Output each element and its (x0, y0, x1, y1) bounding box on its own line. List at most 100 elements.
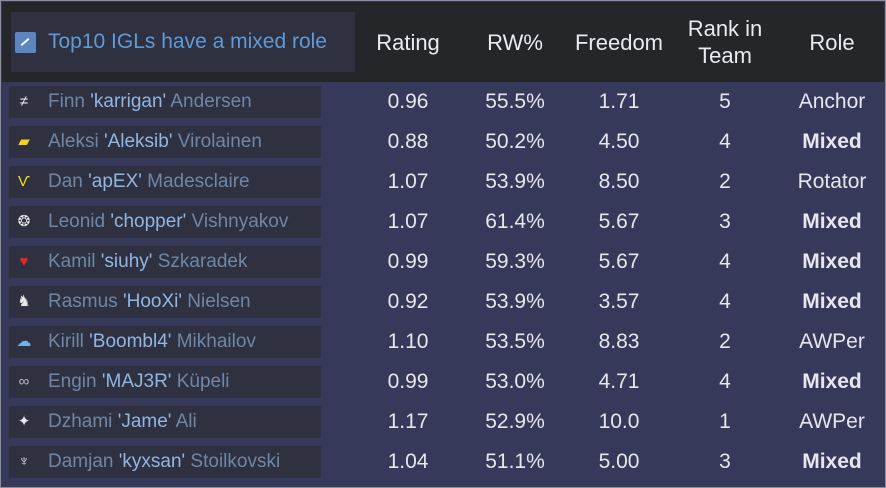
rw-value: 59.3% (485, 250, 545, 273)
table-row: ▰ Aleksi 'Aleksib' Virolainen 0.88 50.2%… (2, 122, 884, 162)
role-value: Rotator (797, 170, 867, 193)
freedom-value: 10.0 (598, 410, 640, 433)
column-header-rank-in-team[interactable]: Rank in Team (687, 16, 763, 68)
rw-value: 61.4% (485, 210, 545, 233)
rating-value: 1.04 (387, 450, 429, 473)
player-first-name: Kamil (48, 251, 101, 272)
player-first-name: Rasmus (48, 291, 123, 312)
checkbox-icon[interactable] (15, 31, 36, 53)
player-name-cell (9, 86, 321, 118)
rating-value: 0.92 (387, 290, 429, 313)
player-last-name: Szkaradek (152, 251, 248, 272)
player-nickname: 'Jame' (117, 411, 172, 432)
table-row: ≠ Finn 'karrigan' Andersen 0.96 55.5% 1.… (2, 82, 884, 122)
rating-value: 1.17 (387, 410, 429, 433)
player-nickname: 'chopper' (110, 211, 187, 232)
faze-logo-icon: ≠ (19, 93, 29, 110)
table-row: Ѵ Dan 'apEX' Madesclaire 1.07 53.9% 8.50… (2, 162, 884, 202)
player-name[interactable]: Dzhami 'Jame' Ali (48, 402, 197, 442)
player-last-name: Madesclaire (141, 171, 250, 192)
rating-value: 0.88 (387, 130, 429, 153)
player-nickname: 'Aleksib' (103, 131, 173, 152)
player-nickname: 'apEX' (88, 171, 142, 192)
navi-logo-icon: ▰ (18, 133, 30, 150)
table-row: ☁ Kirill 'Boombl4' Mikhailov 1.10 53.5% … (2, 322, 884, 362)
fnatic-logo-icon: ♆ (18, 453, 30, 470)
player-nickname: 'kyxsan' (118, 451, 186, 472)
rank-value: 1 (719, 410, 731, 433)
role-value: Mixed (802, 370, 862, 393)
rating-value: 0.99 (387, 370, 429, 393)
player-last-name: Stoilkovski (185, 451, 281, 472)
rank-value: 5 (719, 90, 731, 113)
table-body: ≠ Finn 'karrigan' Andersen 0.96 55.5% 1.… (2, 82, 884, 482)
freedom-value: 4.71 (598, 370, 640, 393)
player-last-name: Andersen (166, 91, 252, 112)
freedom-value: 3.57 (598, 290, 640, 313)
rating-value: 1.10 (387, 330, 429, 353)
player-name[interactable]: Leonid 'chopper' Vishnyakov (48, 202, 288, 242)
table-title-box: Top10 IGLs have a mixed role (11, 12, 355, 72)
player-first-name: Dzhami (48, 411, 118, 432)
player-first-name: Leonid (48, 211, 111, 232)
freedom-value: 1.71 (598, 90, 640, 113)
rw-value: 53.0% (485, 370, 545, 393)
player-nickname: 'Boombl4' (89, 331, 172, 352)
rating-value: 0.96 (387, 90, 429, 113)
rank-value: 2 (719, 330, 731, 353)
player-name[interactable]: Aleksi 'Aleksib' Virolainen (48, 122, 262, 162)
rank-value: 2 (719, 170, 731, 193)
rw-value: 50.2% (485, 130, 545, 153)
rw-value: 55.5% (485, 90, 545, 113)
player-name-cell (9, 246, 321, 278)
table-row: ♞ Rasmus 'HooXi' Nielsen 0.92 53.9% 3.57… (2, 282, 884, 322)
rw-value: 53.9% (485, 290, 545, 313)
freedom-value: 5.00 (598, 450, 640, 473)
table-header: Top10 IGLs have a mixed role Rating RW% … (2, 2, 884, 82)
role-value: Mixed (802, 290, 862, 313)
player-last-name: Virolainen (172, 131, 262, 152)
player-name[interactable]: Engin 'MAJ3R' Küpeli (48, 362, 230, 402)
column-header-role[interactable]: Role (809, 29, 855, 55)
player-name[interactable]: Finn 'karrigan' Andersen (48, 82, 252, 122)
player-name[interactable]: Kirill 'Boombl4' Mikhailov (48, 322, 256, 362)
player-name[interactable]: Damjan 'kyxsan' Stoilkovski (48, 442, 280, 482)
player-first-name: Kirill (48, 331, 90, 352)
player-last-name: Mikhailov (171, 331, 256, 352)
player-name-cell (9, 206, 321, 238)
rank-value: 4 (719, 250, 731, 273)
player-name-cell (9, 406, 321, 438)
player-name[interactable]: Kamil 'siuhy' Szkaradek (48, 242, 247, 282)
rw-value: 53.5% (485, 330, 545, 353)
g2-logo-icon: ♞ (17, 293, 31, 310)
rw-value: 51.1% (485, 450, 545, 473)
player-first-name: Damjan (48, 451, 119, 472)
role-value: Mixed (802, 210, 862, 233)
player-name[interactable]: Dan 'apEX' Madesclaire (48, 162, 250, 202)
player-nickname: 'MAJ3R' (101, 371, 172, 392)
rank-value: 4 (719, 290, 731, 313)
player-last-name: Küpeli (171, 371, 230, 392)
player-name-cell (9, 166, 321, 198)
column-header-freedom[interactable]: Freedom (574, 29, 664, 55)
eternal-fire-logo-icon: ∞ (18, 373, 30, 390)
rating-value: 1.07 (387, 210, 429, 233)
spirit-logo-icon: ❂ (17, 213, 31, 230)
column-header-rating[interactable]: Rating (376, 29, 440, 55)
player-nickname: 'siuhy' (100, 251, 153, 272)
freedom-value: 5.67 (598, 250, 640, 273)
freedom-value: 8.83 (598, 330, 640, 353)
rank-value: 4 (719, 370, 731, 393)
freedom-value: 5.67 (598, 210, 640, 233)
role-value: AWPer (799, 410, 865, 433)
column-header-rw[interactable]: RW% (487, 29, 543, 55)
player-name-cell (9, 446, 321, 478)
table-row: ♥ Kamil 'siuhy' Szkaradek 0.99 59.3% 5.6… (2, 242, 884, 282)
rank-value: 3 (719, 450, 731, 473)
player-name[interactable]: Rasmus 'HooXi' Nielsen (48, 282, 251, 322)
role-value: Anchor (798, 90, 866, 113)
virtus-pro-logo-icon: ✦ (17, 413, 31, 430)
rank-value: 3 (719, 210, 731, 233)
table-title: Top10 IGLs have a mixed role (48, 30, 327, 53)
